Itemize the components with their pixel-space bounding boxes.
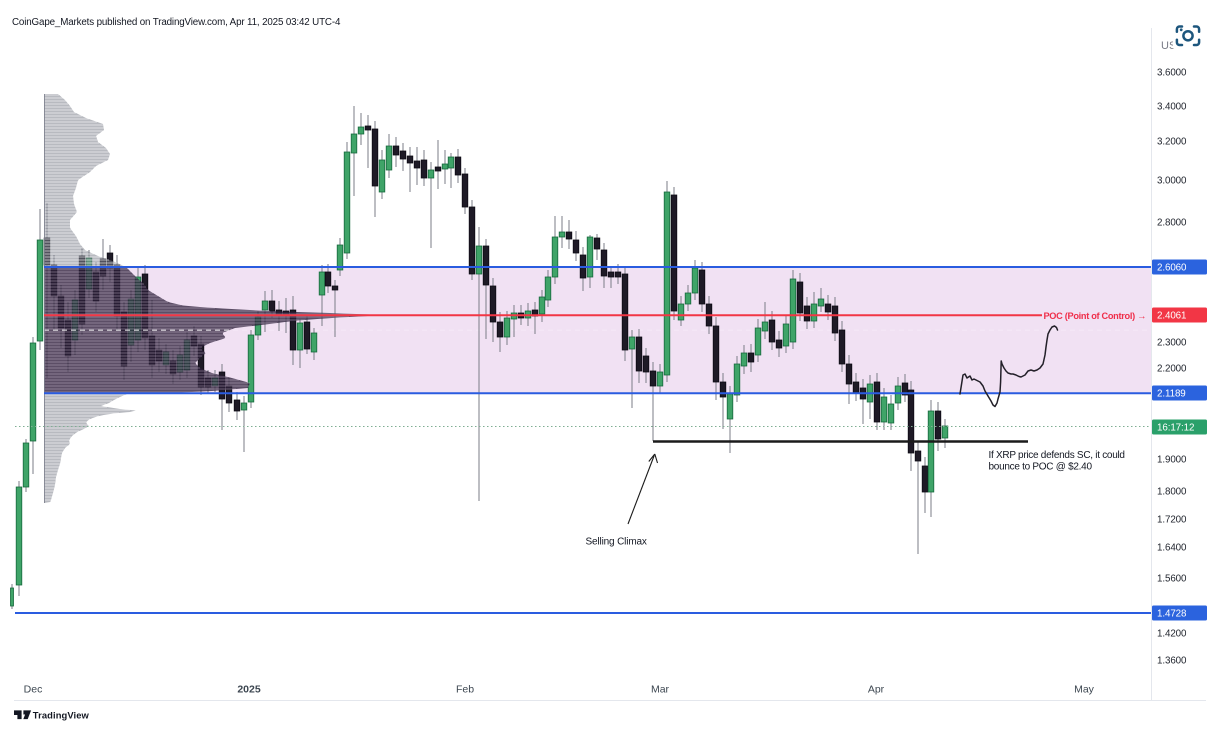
svg-text:1.9000: 1.9000 — [1157, 455, 1187, 466]
svg-text:TradingView: TradingView — [33, 710, 90, 721]
svg-text:Selling Climax: Selling Climax — [586, 537, 647, 548]
svg-text:2.3000: 2.3000 — [1157, 338, 1187, 349]
svg-text:16:17:12: 16:17:12 — [1157, 423, 1194, 434]
svg-text:2.2000: 2.2000 — [1157, 364, 1187, 375]
svg-text:CoinGape_Markets published on: CoinGape_Markets published on TradingVie… — [12, 17, 341, 28]
svg-text:Feb: Feb — [456, 684, 474, 696]
svg-text:bounce to POC @ $2.40: bounce to POC @ $2.40 — [989, 462, 1093, 473]
svg-text:1.5600: 1.5600 — [1157, 574, 1187, 585]
svg-text:3.6000: 3.6000 — [1157, 68, 1187, 79]
svg-text:3.4000: 3.4000 — [1157, 102, 1187, 113]
svg-text:1.8000: 1.8000 — [1157, 487, 1187, 498]
svg-text:3.0000: 3.0000 — [1157, 176, 1187, 187]
svg-text:Apr: Apr — [868, 684, 885, 696]
svg-text:1.7200: 1.7200 — [1157, 515, 1187, 526]
svg-text:2.4061: 2.4061 — [1157, 311, 1186, 322]
svg-text:2.6060: 2.6060 — [1157, 263, 1187, 274]
svg-text:Dec: Dec — [24, 684, 43, 696]
svg-text:2025: 2025 — [237, 684, 261, 696]
svg-text:1.3600: 1.3600 — [1157, 656, 1187, 667]
svg-text:1.6400: 1.6400 — [1157, 543, 1187, 554]
svg-text:2.8000: 2.8000 — [1157, 218, 1187, 229]
svg-text:2.1189: 2.1189 — [1157, 389, 1186, 400]
svg-text:May: May — [1074, 684, 1095, 696]
svg-text:3.2000: 3.2000 — [1157, 137, 1187, 148]
svg-text:If XRP price defends SC, it co: If XRP price defends SC, it could — [989, 450, 1125, 461]
svg-text:Mar: Mar — [651, 684, 670, 696]
svg-text:POC (Point of Control) →: POC (Point of Control) → — [1043, 311, 1146, 321]
svg-text:1.4728: 1.4728 — [1157, 609, 1187, 620]
svg-text:1.4200: 1.4200 — [1157, 629, 1187, 640]
